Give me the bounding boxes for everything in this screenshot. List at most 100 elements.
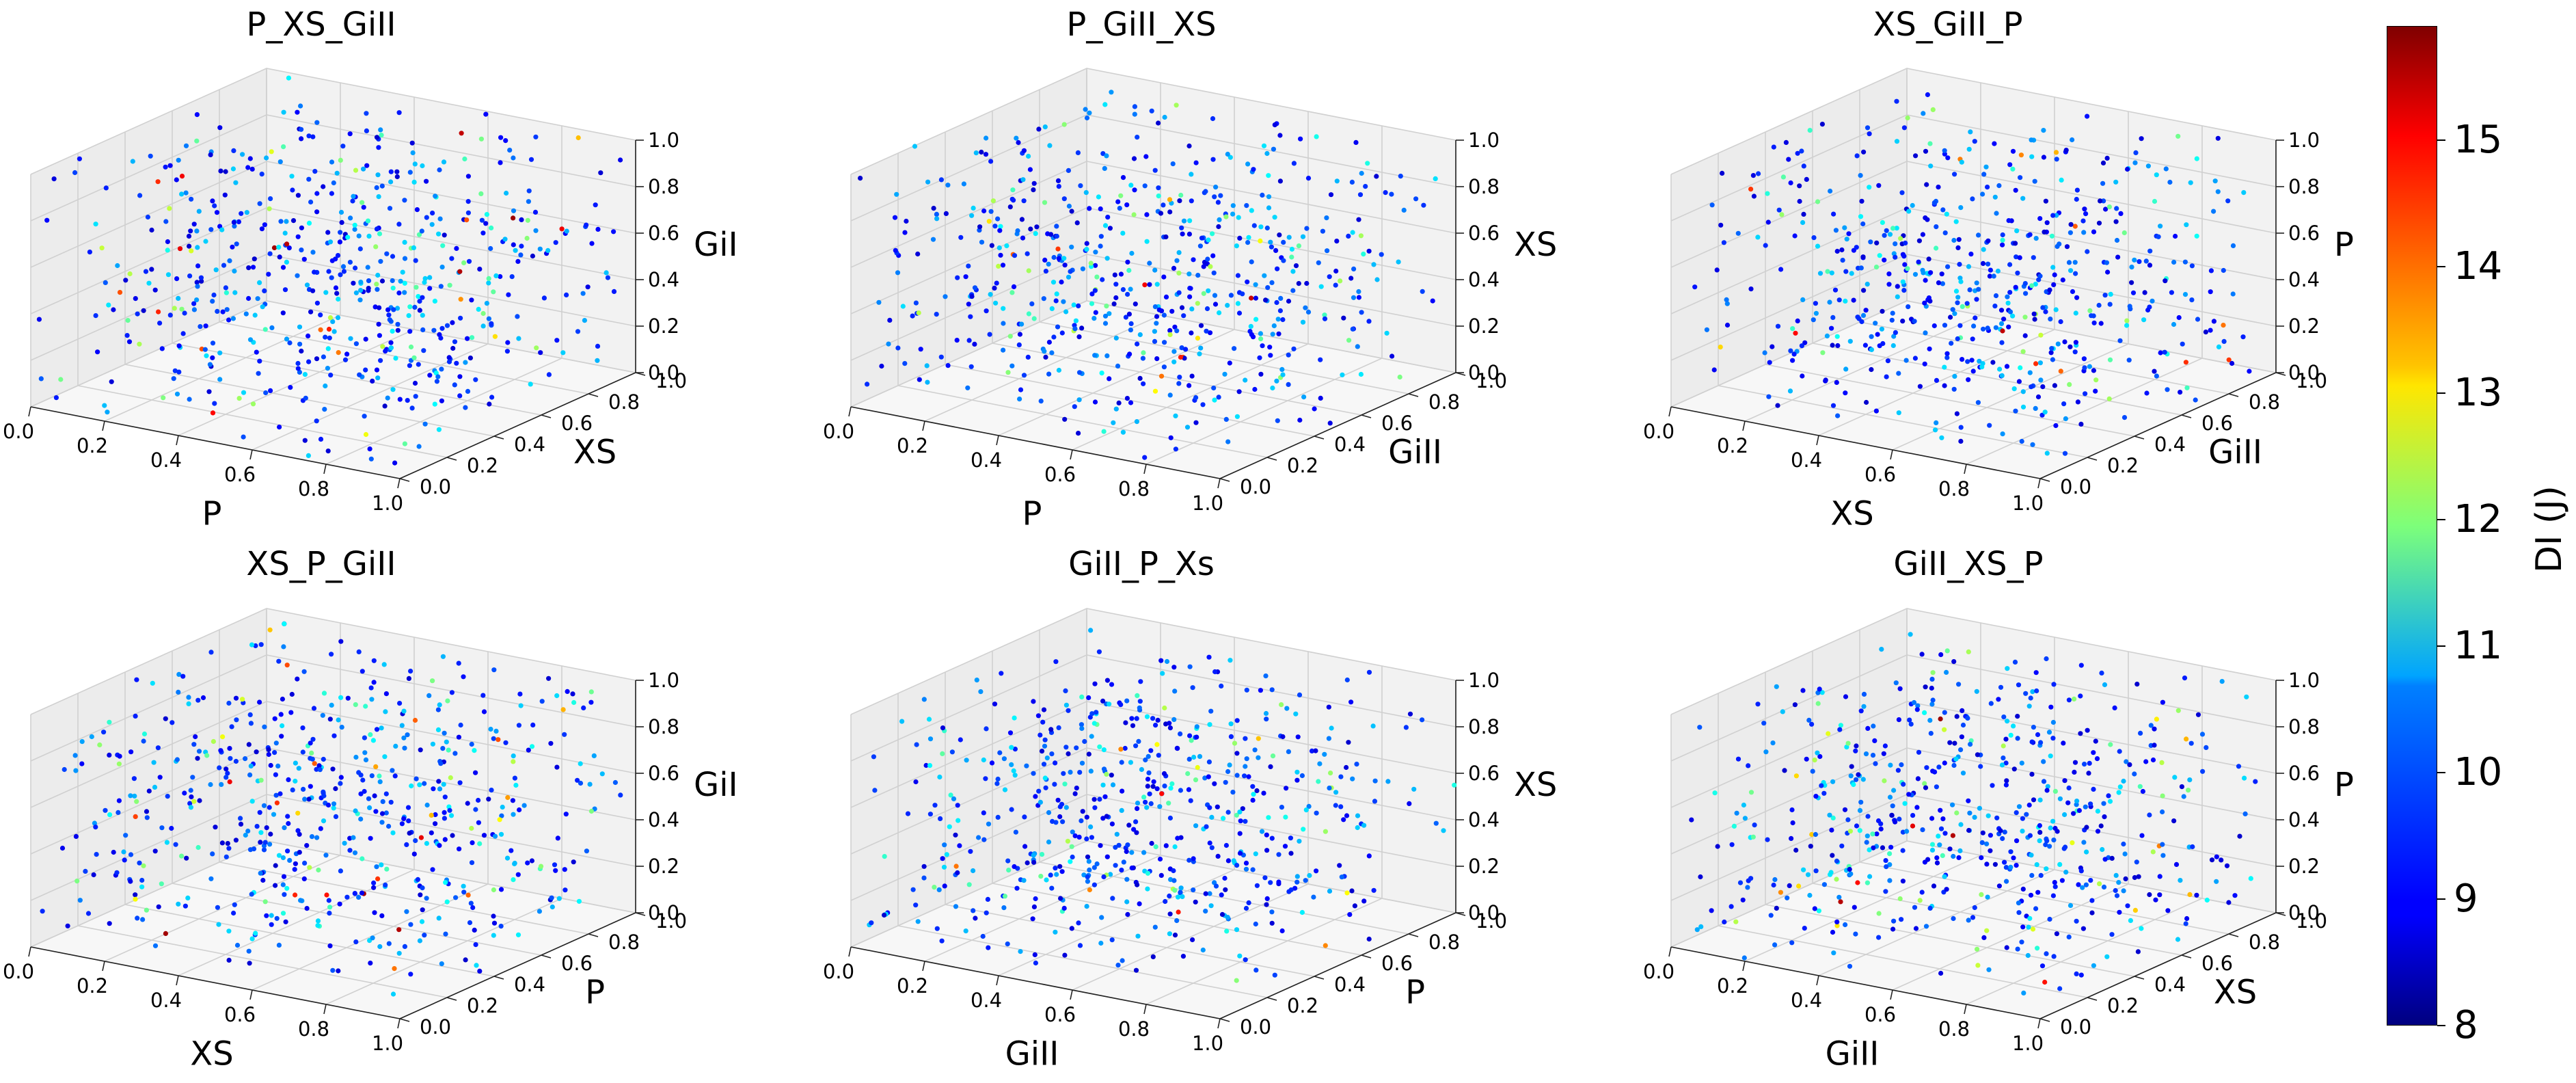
scatter-point: [439, 366, 444, 372]
scatter-point: [1155, 717, 1161, 723]
scatter-point: [438, 761, 444, 766]
scatter-point: [1019, 217, 1025, 222]
scatter-point: [2059, 177, 2064, 183]
scatter-point: [306, 453, 311, 459]
scatter-point: [2163, 278, 2168, 284]
scatter-point: [511, 208, 517, 213]
scatter-point: [1039, 852, 1045, 857]
scatter-point: [1253, 282, 1258, 287]
scatter-point: [149, 267, 154, 272]
scatter-point: [1012, 253, 1018, 258]
scatter-point: [260, 304, 265, 310]
scatter-point: [1113, 406, 1119, 412]
scatter-point: [882, 854, 887, 859]
scatter-point: [1936, 185, 1941, 190]
scatter-point: [172, 306, 177, 311]
scatter-point: [363, 704, 368, 709]
scatter-point: [167, 312, 173, 318]
scatter-point: [1960, 708, 1965, 713]
scatter-point: [1101, 747, 1107, 753]
y-tick-label: 0.8: [2249, 931, 2280, 954]
scatter-point: [176, 369, 182, 375]
scatter-point: [309, 750, 314, 756]
scatter-point: [374, 135, 380, 140]
scatter-point: [2182, 259, 2188, 265]
scatter-point: [2029, 771, 2035, 777]
scatter-point: [981, 810, 986, 816]
scatter-point: [197, 798, 202, 803]
scatter-point: [195, 697, 201, 703]
scatter-point: [1219, 683, 1224, 688]
scatter-point: [1022, 814, 1027, 820]
scatter-point: [1871, 723, 1876, 729]
scatter-point: [1228, 293, 1234, 298]
scatter-point: [518, 703, 524, 708]
scatter-point: [210, 340, 216, 346]
scatter-point: [491, 887, 497, 893]
scatter-point: [2029, 739, 2035, 745]
scatter-point: [1178, 354, 1183, 360]
scatter-point: [1124, 698, 1130, 704]
scatter-point: [2180, 341, 2185, 347]
scatter-point: [148, 153, 153, 159]
scatter-point: [1893, 330, 1898, 335]
scatter-point: [1867, 847, 1872, 853]
scatter-point: [1109, 90, 1114, 95]
scatter-point: [1314, 810, 1319, 816]
scatter-point: [1084, 904, 1089, 909]
scatter-point: [938, 177, 944, 183]
y-tick-label: 0.0: [1240, 475, 1271, 498]
scatter-point: [1049, 885, 1055, 891]
scatter-point: [358, 773, 364, 778]
scatter-point: [1001, 905, 1007, 911]
scatter-point: [1120, 429, 1126, 435]
scatter-point: [1010, 187, 1016, 193]
scatter-point: [210, 355, 215, 360]
scatter-point: [316, 867, 321, 873]
scatter-point: [236, 219, 241, 224]
scatter-point: [1372, 778, 1378, 784]
scatter-point: [1187, 857, 1192, 863]
scatter-point: [1232, 740, 1238, 746]
scatter-point: [203, 239, 208, 244]
scatter-point: [304, 843, 310, 848]
scatter-point: [1920, 827, 1925, 833]
scatter-point: [234, 717, 239, 723]
scatter-point: [1349, 888, 1355, 894]
scatter-point: [450, 345, 456, 351]
scatter-point: [1952, 740, 1957, 746]
scatter-point: [503, 740, 509, 745]
scatter-point: [1170, 161, 1176, 167]
scatter-point: [2165, 387, 2170, 392]
scatter-point: [467, 356, 474, 361]
scatter-point: [974, 678, 979, 683]
scatter-point: [1047, 143, 1053, 148]
scatter-point: [1755, 701, 1761, 707]
scatter-point: [2031, 311, 2037, 317]
scatter-point: [1007, 204, 1013, 210]
scatter-point: [913, 300, 919, 306]
scatter-point: [257, 280, 262, 285]
scatter-point: [224, 307, 230, 312]
scatter-point: [2182, 292, 2188, 297]
scatter-point: [491, 913, 496, 919]
scatter-point: [1030, 916, 1035, 922]
scatter-point: [1062, 781, 1068, 787]
scatter-point: [1272, 972, 1277, 978]
scatter-point: [1167, 392, 1173, 398]
scatter-point: [353, 341, 360, 347]
scatter-point: [352, 226, 357, 232]
scatter-point: [1161, 364, 1167, 370]
scatter-point: [386, 941, 392, 946]
scatter-point: [1276, 331, 1282, 336]
scatter-point: [2087, 760, 2092, 766]
scatter-point: [945, 363, 951, 369]
scatter-point: [232, 290, 238, 295]
scatter-point: [1847, 963, 1853, 969]
scatter-point: [1245, 161, 1251, 167]
scatter-point: [1965, 715, 1970, 721]
scatter-point: [2040, 384, 2046, 390]
scatter-point: [111, 849, 116, 855]
scatter-point: [2108, 742, 2113, 747]
